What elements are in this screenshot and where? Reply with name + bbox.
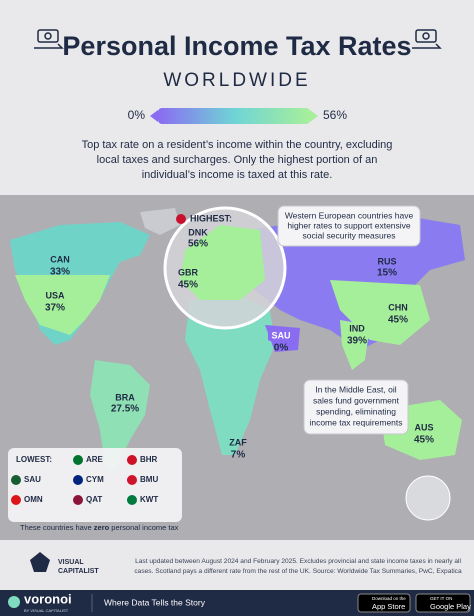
lowest-code: BHR: [140, 455, 158, 464]
greenland: [140, 208, 180, 235]
country-code: AUS: [414, 422, 433, 432]
callout-box: [277, 205, 421, 247]
description: Top tax rate on a resident’s income with…: [82, 139, 393, 151]
app-store-text: App Store: [372, 602, 405, 611]
callout-box: [303, 379, 409, 435]
callout-text: social security measures: [302, 230, 395, 240]
callout: In the Middle East, oil sales fund gover…: [303, 379, 409, 435]
scale-max: 56%: [323, 108, 347, 122]
flag: [176, 214, 186, 224]
country-code: USA: [45, 290, 65, 300]
country-code: CAN: [50, 254, 70, 264]
callout-text: In the Middle East, oil: [315, 384, 396, 394]
country-rate: 0%: [274, 343, 289, 354]
country-rate: 56%: [188, 239, 208, 250]
title: Personal Income Tax Rates: [62, 31, 411, 61]
google-play-button[interactable]: [415, 593, 471, 613]
lowest-code: OMN: [24, 495, 43, 504]
scale-bar: [158, 108, 310, 124]
description: local taxes and surcharges. Only the hig…: [97, 154, 378, 166]
brand-sub: BY VISUAL CAPITALIST: [24, 608, 69, 613]
lowest-note-part: zero: [94, 523, 110, 532]
country-code: CHN: [388, 302, 408, 312]
china: [330, 280, 430, 345]
subtitle: WORLDWIDE: [163, 70, 310, 91]
india: [340, 320, 370, 370]
country-rate: 37%: [45, 303, 65, 314]
usa: [15, 275, 110, 335]
callout-text: Western European countries have: [285, 210, 414, 220]
country-labels: CAN 33% USA 37% DNK 56% GBR 45% RUS 15% …: [45, 227, 434, 460]
footnote: cases. Scotland pays a different rate fr…: [134, 568, 462, 575]
country-rate: 27.5%: [111, 404, 139, 415]
logo-text: VISUAL: [58, 559, 84, 566]
country-code-box: [268, 330, 294, 341]
country-rate: 7%: [231, 450, 246, 461]
highest-label: HIGHEST:: [190, 213, 232, 223]
lowest-title: LOWEST:: [16, 455, 52, 464]
logo-mark: [30, 552, 50, 572]
app-store-button[interactable]: [357, 593, 411, 613]
flag: [127, 455, 137, 465]
brand-icon: [8, 596, 20, 608]
callout-text: sales fund government: [313, 395, 400, 405]
callout-text: spending, eliminating: [316, 406, 396, 416]
country-code: RUS: [377, 256, 396, 266]
country-code: SAU: [271, 330, 290, 340]
brand: voronoi: [24, 591, 72, 606]
africa: [185, 295, 275, 455]
lowest-note-part: personal income tax: [109, 523, 178, 532]
logo-text: CAPITALIST: [58, 568, 99, 575]
flag: [11, 495, 21, 505]
header-icons: [34, 29, 442, 49]
callout-text: income tax requirements: [309, 417, 402, 427]
lowest-code: ARE: [86, 455, 104, 464]
lowest-code: QAT: [86, 495, 102, 504]
inset-circle: [405, 475, 451, 521]
flag: [11, 475, 21, 485]
flag: [73, 495, 83, 505]
scale-arrow: [150, 110, 158, 122]
country-code: GBR: [178, 267, 199, 277]
scale-min: 0%: [128, 108, 146, 122]
description: individual’s income is taxed at this rat…: [142, 169, 333, 181]
country-rate: 45%: [414, 435, 434, 446]
footnote: Last updated between August 2024 and Feb…: [135, 558, 461, 565]
country-rate: 45%: [388, 315, 408, 326]
country-code: BRA: [115, 392, 135, 402]
country-code: DNK: [188, 227, 208, 237]
country-rate: 45%: [178, 280, 198, 291]
tagline: Where Data Tells the Story: [104, 597, 206, 607]
country-rate: 39%: [347, 336, 367, 347]
google-play-text: GET IT ON: [430, 596, 452, 601]
map: [0, 195, 474, 540]
europe: [180, 225, 265, 300]
south-america: [90, 360, 150, 470]
flag: [127, 495, 137, 505]
app-store-text: Download on the: [372, 596, 406, 601]
flag: [127, 475, 137, 485]
country-code: IND: [349, 323, 365, 333]
country-rate: 33%: [50, 267, 70, 278]
lowest-note: These countries have zero personal incom…: [20, 523, 179, 532]
lowest-box: LOWEST: ARE BHR SAU CYM BMU OMN QAT KWT …: [8, 448, 182, 532]
lowest-code: BMU: [140, 475, 158, 484]
lowest-panel: [8, 448, 182, 522]
callout-text: higher rates to support extensive: [287, 220, 411, 230]
callout: Western European countries have higher r…: [277, 205, 421, 247]
lowest-code: CYM: [86, 475, 104, 484]
lowest-code: KWT: [140, 495, 158, 504]
google-play-text: Google Play: [430, 602, 471, 611]
flag: [73, 455, 83, 465]
scale-arrow: [310, 110, 318, 122]
lowest-code: SAU: [24, 475, 41, 484]
country-rate: 15%: [377, 268, 397, 279]
flag: [73, 475, 83, 485]
country-code: ZAF: [229, 437, 247, 447]
lowest-note-part: These countries have: [20, 523, 94, 532]
